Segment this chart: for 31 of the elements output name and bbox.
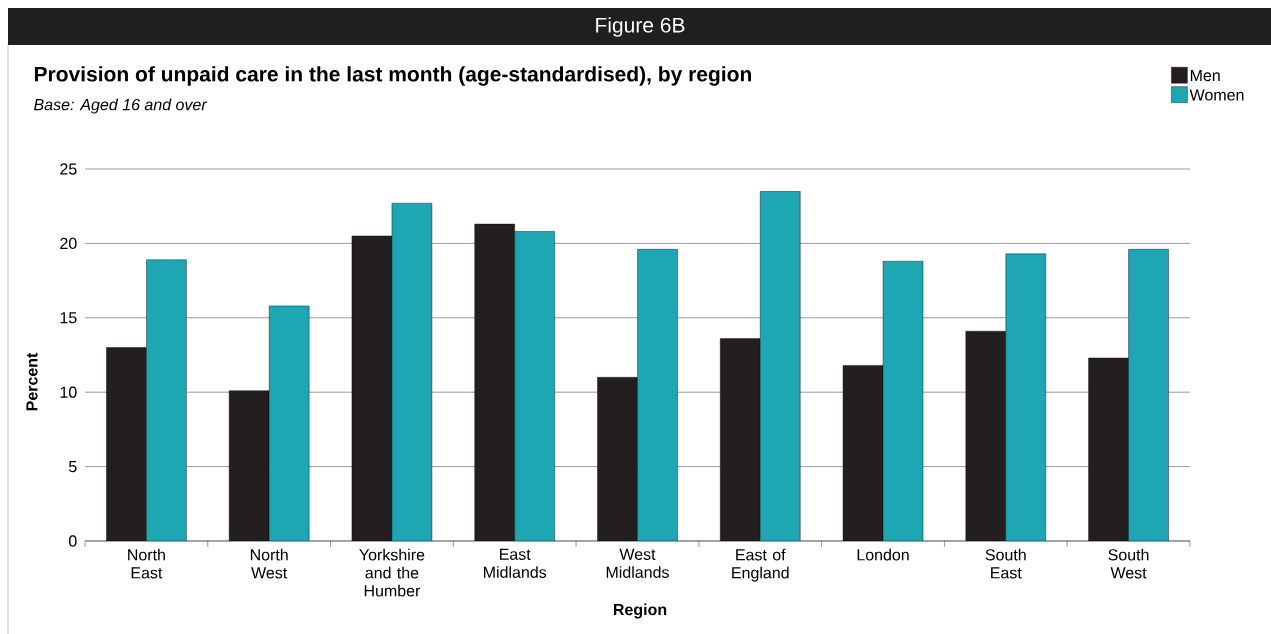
bar <box>720 338 761 541</box>
bar <box>351 235 393 541</box>
chart-subtitle: Base: Aged 16 and over <box>34 98 208 114</box>
bar <box>597 377 638 541</box>
x-tick-label: East of England <box>732 548 789 582</box>
bar <box>474 223 515 541</box>
x-axis-title: Region <box>613 603 667 619</box>
bar <box>228 390 270 541</box>
bar <box>842 365 884 541</box>
bar <box>106 347 147 541</box>
y-axis-title: Percent <box>26 352 38 411</box>
y-tick-label: 0 <box>68 535 77 547</box>
x-tick-label: South East <box>985 548 1026 579</box>
y-tick-label: 10 <box>60 386 77 398</box>
bar <box>1088 357 1129 541</box>
x-tick-label: West Midlands <box>606 548 669 578</box>
bar <box>965 330 1006 541</box>
x-tick-label: East Midlands <box>484 548 547 578</box>
legend-label: Women <box>1189 89 1244 101</box>
caption: Figure 6B <box>596 17 685 37</box>
y-tick-label: 20 <box>60 237 77 249</box>
x-tick-label: North East <box>128 548 165 579</box>
chart-title: Provision of unpaid care in the last month (age-standardised), by region <box>34 66 752 86</box>
y-tick-label: 25 <box>60 163 77 175</box>
legend-label: Men <box>1190 69 1220 82</box>
y-tick-label: 15 <box>60 312 77 324</box>
x-tick-label: Yorkshire and the Humber <box>359 548 425 597</box>
y-tick-label: 5 <box>68 460 77 473</box>
x-tick-label: London <box>857 548 909 561</box>
x-tick-label: South West <box>1108 548 1149 579</box>
x-tick-label: North West <box>250 548 288 579</box>
